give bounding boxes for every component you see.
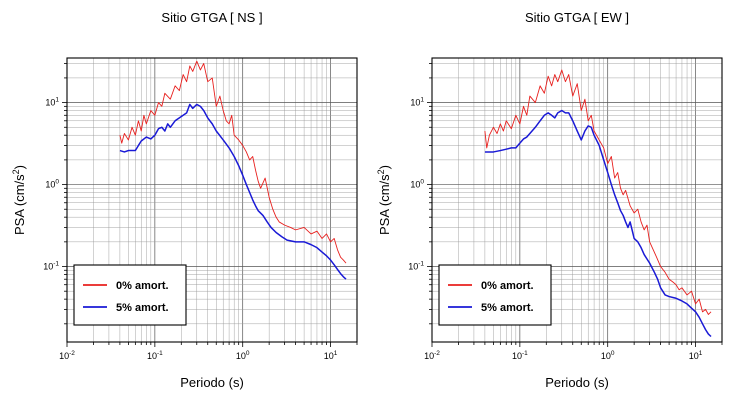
x-tick-label: 101	[689, 350, 703, 361]
plot-frame	[66, 57, 358, 343]
chart-title: Sitio GTGA [ NS ]	[161, 10, 262, 25]
x-tick-label: 10-2	[424, 350, 440, 361]
series-line-red	[484, 69, 712, 315]
chart-panel-1: Sitio GTGA [ NS ] 10-2 10-1 100 101 10-1 100 10…	[11, 10, 358, 390]
y-tick-label: 100	[45, 179, 59, 190]
series-line-blue	[484, 109, 712, 338]
x-tick-label: 10-2	[59, 350, 75, 361]
legend-label: 0% amort.	[481, 280, 534, 292]
legend-box	[73, 264, 187, 326]
x-tick-label: 10-1	[512, 350, 528, 361]
plot-frame	[431, 57, 723, 343]
x-tick-label: 101	[324, 350, 338, 361]
series-line-blue	[119, 103, 347, 280]
y-tick-label: 101	[410, 97, 424, 108]
chart-panel-2: Sitio GTGA [ EW ] 10-2 10-1 100 101 10-1 100 10…	[376, 10, 723, 390]
y-tick-label: 101	[45, 97, 59, 108]
y-tick-label: 100	[410, 179, 424, 190]
y-axis-label: PSA (cm/s2)	[11, 165, 27, 235]
y-axis-label: PSA (cm/s2)	[376, 165, 392, 235]
x-tick-label: 10-1	[147, 350, 163, 361]
legend: 0% amort. 5% amort.	[73, 264, 187, 326]
x-tick-label: 100	[601, 350, 615, 361]
x-axis-label: Periodo (s)	[180, 375, 244, 390]
legend-label: 0% amort.	[116, 280, 169, 292]
legend: 0% amort. 5% amort.	[438, 264, 552, 326]
y-tick-label: 10-1	[408, 261, 424, 272]
x-tick-label: 100	[236, 350, 250, 361]
series-line-red	[119, 60, 347, 264]
legend-label: 5% amort.	[116, 302, 169, 314]
chart-title: Sitio GTGA [ EW ]	[525, 10, 629, 25]
legend-box	[438, 264, 552, 326]
y-tick-label: 10-1	[43, 261, 59, 272]
legend-label: 5% amort.	[481, 302, 534, 314]
x-axis-label: Periodo (s)	[545, 375, 609, 390]
